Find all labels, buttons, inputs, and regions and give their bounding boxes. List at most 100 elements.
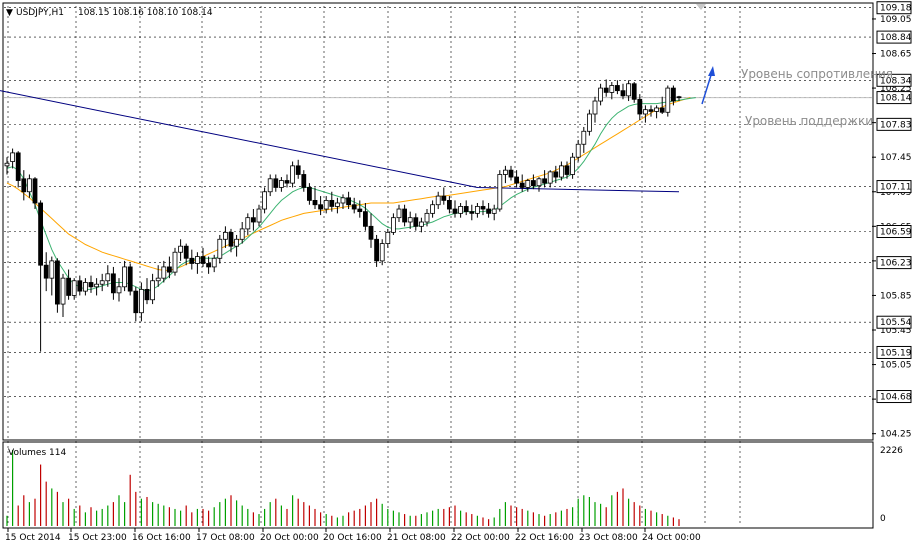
candle — [463, 200, 469, 216]
candle — [77, 275, 83, 296]
candle — [659, 96, 665, 114]
symbol-menu-icon[interactable]: ▼ — [6, 8, 13, 18]
candle — [486, 202, 492, 218]
price-level-box — [876, 256, 912, 270]
candle — [362, 202, 368, 231]
price-tick-label: 105.85 — [880, 291, 912, 301]
time-tick-label: 22 Oct 16:00 — [515, 533, 574, 543]
price-tick-label: 108.65 — [880, 50, 912, 60]
candle — [323, 196, 329, 214]
candle — [306, 183, 312, 205]
candle — [676, 95, 682, 102]
price-level-box — [876, 390, 912, 404]
candle — [200, 247, 206, 267]
time-tick-label: 24 Oct 00:00 — [642, 533, 701, 543]
candle — [592, 96, 598, 123]
candle — [144, 278, 150, 305]
time-tick-label: 22 Oct 00:00 — [451, 533, 510, 543]
candle — [458, 202, 464, 218]
price-axis: 109.05108.65108.25107.85107.45107.05106.… — [872, 1, 912, 440]
price-level-label: 107.83 — [880, 120, 912, 130]
candle — [402, 204, 408, 227]
candle — [559, 161, 564, 181]
candle — [55, 258, 60, 313]
price-level-label: 106.59 — [880, 228, 912, 238]
candle — [424, 209, 430, 227]
candle — [290, 161, 296, 188]
candle — [318, 196, 324, 216]
candle — [250, 209, 256, 231]
time-tick-label: 23 Oct 08:00 — [579, 533, 638, 543]
shift-marker-icon[interactable] — [696, 4, 706, 10]
candle — [178, 239, 184, 261]
candle — [60, 273, 66, 318]
candle — [620, 83, 626, 100]
candle — [116, 278, 122, 302]
price-level-box — [876, 91, 912, 105]
candle — [127, 263, 133, 296]
time-tick-label: 17 Oct 08:00 — [196, 533, 255, 543]
candle — [99, 273, 105, 292]
candle — [407, 211, 413, 229]
candle — [43, 252, 49, 292]
price-level-box — [876, 30, 912, 44]
price-level-label: 108.14 — [880, 94, 912, 104]
price-level-label: 108.34 — [880, 76, 912, 86]
time-tick-label: 16 Oct 16:00 — [132, 533, 191, 543]
price-tick-label: 104.25 — [880, 430, 912, 440]
candle — [166, 256, 172, 279]
candle — [508, 165, 514, 181]
candle — [189, 249, 195, 270]
candle — [671, 85, 676, 106]
candle — [626, 80, 631, 102]
candle — [133, 286, 139, 322]
candle — [10, 148, 16, 169]
candle — [587, 109, 592, 136]
candle — [334, 197, 340, 214]
price-tick-label: 107.45 — [880, 153, 912, 163]
candle — [312, 187, 318, 210]
candle — [368, 213, 374, 248]
candle — [435, 191, 441, 210]
price-pane-frame — [2, 2, 874, 441]
candle — [94, 278, 99, 296]
candle — [631, 82, 637, 103]
price-level-label: 108.84 — [880, 33, 912, 43]
candle — [71, 278, 77, 300]
candle — [615, 80, 620, 95]
price-level-box — [876, 117, 912, 131]
candle — [396, 204, 402, 222]
price-level-label: 105.19 — [880, 348, 912, 358]
candle — [66, 269, 71, 300]
candle — [553, 165, 559, 184]
candle — [256, 204, 262, 227]
candle — [172, 247, 178, 276]
candle — [38, 200, 43, 352]
candle — [111, 266, 116, 300]
candle — [654, 105, 659, 119]
price-tick-label: 109.05 — [880, 15, 912, 25]
price-level-box — [876, 345, 912, 359]
candle — [301, 170, 307, 192]
candle — [228, 228, 234, 253]
candle — [665, 85, 671, 117]
price-level-label: 107.11 — [880, 183, 912, 193]
candle — [418, 217, 424, 233]
volume-title: Volumes 114 — [8, 448, 66, 458]
candle — [245, 213, 251, 235]
candle — [329, 191, 335, 212]
candle — [155, 265, 161, 287]
candle — [603, 79, 609, 97]
candle — [49, 256, 55, 296]
candle — [430, 200, 436, 218]
candle — [183, 243, 189, 266]
candle — [446, 196, 452, 214]
candle — [452, 200, 458, 218]
price-level-label: 105.54 — [880, 318, 912, 328]
time-tick-label: 15 Oct 23:00 — [68, 533, 127, 543]
candle — [519, 174, 525, 192]
price-tick-label: 108.25 — [880, 84, 912, 94]
candle — [234, 234, 240, 257]
candle — [346, 191, 352, 210]
candle — [502, 165, 508, 184]
